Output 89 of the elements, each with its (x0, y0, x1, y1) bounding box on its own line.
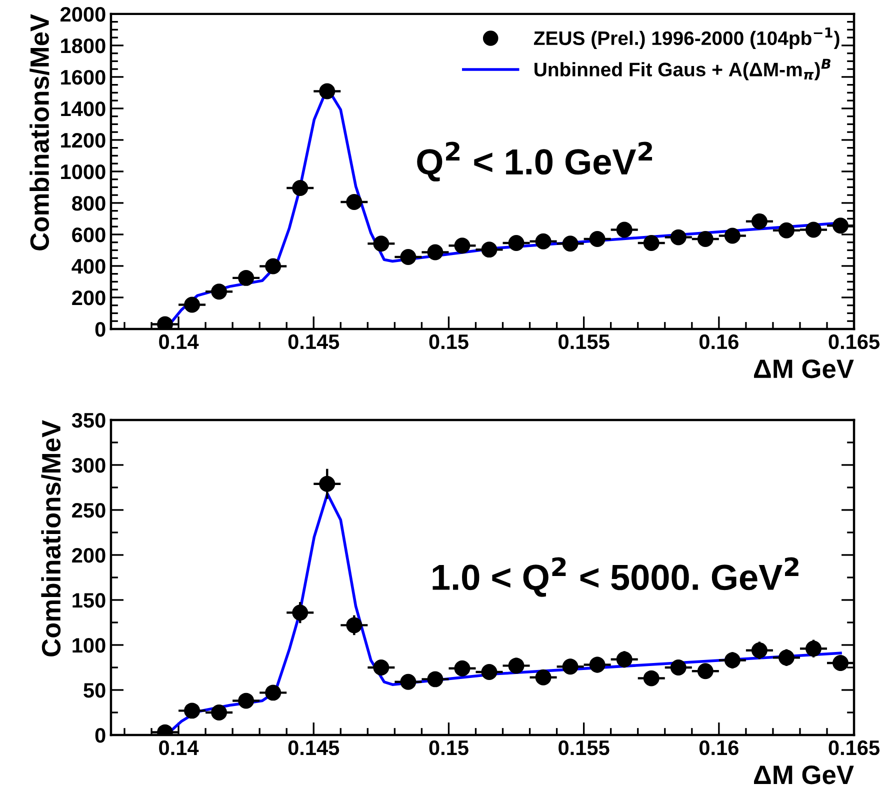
y-tick-label: 150 (72, 592, 106, 608)
y-tick-label: 300 (72, 458, 106, 473)
legend-label: Unbinned Fit Gaus + A(ΔM-m$_{π}$)$^{B}$ (534, 58, 830, 80)
y-tick-label: 2000 (60, 6, 106, 22)
point (589, 231, 606, 248)
y-tick-label: 1400 (61, 101, 106, 116)
point (373, 660, 390, 676)
point (508, 658, 524, 674)
point (508, 234, 524, 251)
point (832, 218, 848, 234)
point (562, 658, 578, 675)
point (211, 704, 228, 720)
y-tick-label: 350 (72, 412, 106, 428)
y-tick-label: 1200 (61, 132, 106, 148)
x-tick-label: 0.165 (828, 334, 880, 350)
point (481, 664, 498, 680)
point (670, 229, 686, 246)
point (806, 222, 822, 238)
y-tick-label: 0 (95, 322, 106, 337)
x-tick-label: 0.15 (429, 740, 468, 756)
point (319, 476, 336, 492)
point (346, 617, 362, 634)
point (670, 660, 686, 676)
y-tick-label: 100 (72, 638, 106, 653)
x-axis-title: ΔM GeV (754, 360, 854, 378)
x-tick-label: 0.16 (699, 334, 738, 350)
x-tick-label: 0.14 (159, 740, 199, 756)
x-tick-label: 0.145 (288, 740, 340, 756)
point (643, 670, 660, 686)
point (454, 238, 470, 254)
y-axis-title: Combinations/MeV (41, 420, 61, 656)
point (238, 270, 254, 286)
point (751, 642, 768, 658)
point (292, 180, 308, 196)
point (751, 213, 768, 230)
point (832, 655, 848, 671)
point (265, 684, 282, 701)
point (806, 640, 822, 657)
annotation: 1.0 < Q$^{2}$ < 5000. GeV$^{2}$ (432, 557, 798, 597)
x-tick-label: 0.16 (699, 740, 738, 756)
point (400, 249, 416, 265)
point (616, 222, 632, 238)
x-tick-label: 0.15 (429, 334, 468, 350)
point (616, 651, 632, 668)
point (535, 669, 552, 686)
point (211, 284, 228, 300)
y-tick-label: 200 (72, 290, 106, 306)
point (400, 674, 416, 690)
point (184, 296, 200, 313)
point (562, 236, 578, 252)
point (724, 652, 740, 668)
y-tick-label: 800 (72, 196, 106, 211)
y-tick-label: 1600 (61, 70, 106, 85)
y-axis-title: Combinations/MeV (30, 14, 50, 250)
y-tick-label: 1000 (61, 164, 106, 180)
point (778, 222, 794, 238)
point (427, 244, 444, 260)
legend-label: ZEUS (Prel.) 1996-2000 (104pb$^{−1}$) (534, 28, 840, 49)
point (697, 663, 714, 680)
point (589, 656, 606, 673)
point (481, 242, 498, 258)
y-tick-label: 250 (72, 502, 106, 518)
point (319, 83, 336, 100)
point (427, 671, 444, 688)
annotation: Q$^{2}$ < 1.0 GeV$^{2}$ (417, 142, 652, 182)
point (697, 231, 714, 248)
point (724, 228, 740, 244)
point (373, 236, 390, 252)
point (643, 234, 660, 251)
y-tick-label: 1800 (61, 38, 106, 54)
x-tick-label: 0.155 (558, 740, 610, 756)
x-axis-title: ΔM GeV (754, 766, 854, 784)
point (265, 258, 282, 274)
x-tick-label: 0.145 (288, 334, 340, 350)
y-tick-label: 400 (72, 258, 106, 274)
point (778, 650, 794, 666)
y-tick-label: 600 (72, 227, 106, 242)
y-tick-label: 200 (72, 548, 106, 563)
x-tick-label: 0.155 (558, 334, 610, 350)
point (535, 233, 552, 250)
point (292, 604, 308, 621)
point (184, 702, 200, 719)
point (454, 660, 470, 676)
point (346, 194, 362, 210)
x-tick-label: 0.14 (159, 334, 199, 350)
point (238, 692, 254, 709)
y-tick-label: 0 (95, 728, 106, 743)
y-tick-label: 50 (84, 682, 106, 698)
x-tick-label: 0.165 (828, 740, 880, 756)
